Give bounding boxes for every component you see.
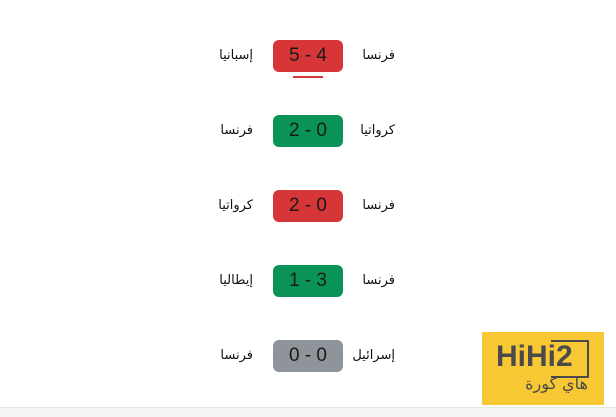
away-team[interactable]: كرواتيا: [218, 198, 253, 213]
logo-frame: [551, 340, 589, 378]
match-row[interactable]: إسرائيل 0 - 0 فرنسا: [0, 340, 616, 372]
match-row[interactable]: فرنسا 5 - 4 إسبانيا: [0, 40, 616, 78]
match-row[interactable]: فرنسا 1 - 3 إيطاليا: [0, 265, 616, 297]
home-team[interactable]: كرواتيا: [360, 123, 395, 138]
home-team[interactable]: إسرائيل: [352, 348, 395, 363]
score-badge[interactable]: 2 - 0: [273, 190, 343, 222]
home-team[interactable]: فرنسا: [362, 198, 395, 213]
logo-text: HiHi2: [496, 340, 573, 373]
hihi2-logo[interactable]: HiHi2 هاي كورة: [482, 332, 604, 405]
away-team[interactable]: فرنسا: [220, 348, 253, 363]
away-team[interactable]: إيطاليا: [219, 273, 253, 288]
home-team[interactable]: فرنسا: [362, 48, 395, 63]
score-badge[interactable]: 5 - 4: [273, 40, 343, 72]
score-badge[interactable]: 1 - 3: [273, 265, 343, 297]
active-indicator: [293, 76, 323, 78]
score-badge[interactable]: 0 - 0: [273, 340, 343, 372]
logo-arabic-text: هاي كورة: [525, 374, 588, 393]
score-badge[interactable]: 2 - 0: [273, 115, 343, 147]
match-row[interactable]: كرواتيا 2 - 0 فرنسا: [0, 115, 616, 147]
home-team[interactable]: فرنسا: [362, 273, 395, 288]
away-team[interactable]: فرنسا: [220, 123, 253, 138]
bottom-divider: [0, 407, 616, 417]
match-row[interactable]: فرنسا 2 - 0 كرواتيا: [0, 190, 616, 222]
away-team[interactable]: إسبانيا: [219, 48, 253, 63]
